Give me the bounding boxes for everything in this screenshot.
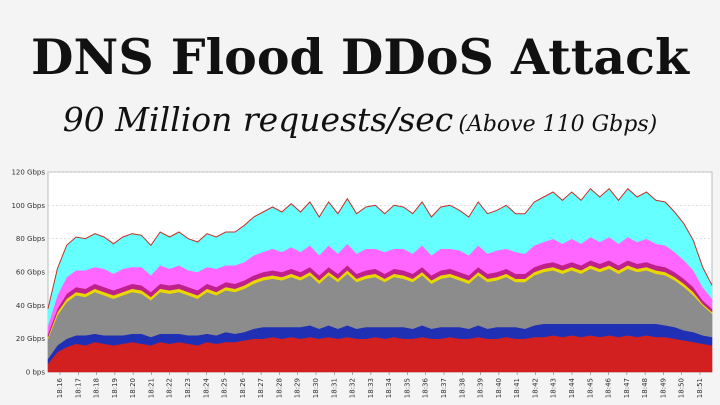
- subtitle-main: 90 Million requests/sec: [62, 100, 454, 139]
- x-tick-label: 18:31: [330, 378, 338, 398]
- subtitle: 90 Million requests/sec (Above 110 Gbps): [0, 100, 720, 139]
- y-axis-ticks: 0 bps 20 Gbps 40 Gbps 60 Gbps 80 Gbps 100 Gbp…: [11, 169, 45, 377]
- x-tick-label: 18:41: [513, 378, 521, 398]
- x-axis-ticks: 18:16 18:17 18:18 18:19 18:20 18:21 18:22 18:23…: [56, 372, 704, 398]
- x-tick-label: 18:45: [586, 378, 594, 398]
- x-tick-label: 18:25: [221, 378, 229, 398]
- x-tick-label: 18:22: [166, 378, 174, 398]
- y-tick-label: 40 Gbps: [16, 302, 45, 310]
- x-tick-label: 18:40: [495, 378, 503, 398]
- y-tick-label: 60 Gbps: [16, 269, 45, 277]
- page-title: DNS Flood DDoS Attack: [31, 28, 689, 86]
- x-tick-label: 18:17: [74, 378, 82, 398]
- x-tick-label: 18:36: [422, 377, 430, 398]
- traffic-chart: 0 bps 20 Gbps 40 Gbps 60 Gbps 80 Gbps 100 Gbp…: [11, 169, 713, 398]
- x-tick-label: 18:38: [458, 378, 466, 398]
- x-tick-label: 18:50: [678, 378, 686, 398]
- x-tick-label: 18:47: [623, 378, 631, 398]
- x-tick-label: 18:21: [147, 378, 155, 398]
- x-tick-label: 18:35: [403, 378, 411, 398]
- x-tick-label: 18:26: [239, 377, 247, 398]
- y-tick-label: 0 bps: [26, 369, 46, 377]
- x-tick-label: 18:49: [659, 378, 667, 398]
- x-tick-label: 18:34: [385, 377, 393, 398]
- y-tick-label: 20 Gbps: [16, 335, 45, 343]
- x-tick-label: 18:44: [568, 377, 576, 398]
- y-tick-label: 120 Gbps: [11, 169, 45, 177]
- x-tick-label: 18:16: [56, 377, 64, 398]
- x-tick-label: 18:33: [367, 378, 375, 398]
- x-tick-label: 18:39: [477, 378, 485, 398]
- x-tick-label: 18:51: [696, 378, 704, 398]
- x-tick-label: 18:29: [294, 378, 302, 398]
- x-tick-label: 18:20: [129, 378, 137, 398]
- x-tick-label: 18:19: [111, 378, 119, 398]
- x-tick-label: 18:43: [550, 378, 558, 398]
- y-tick-label: 80 Gbps: [16, 235, 45, 243]
- x-tick-label: 18:23: [184, 378, 192, 398]
- subtitle-note: (Above 110 Gbps): [458, 112, 658, 137]
- x-tick-label: 18:28: [275, 378, 283, 398]
- x-tick-label: 18:24: [202, 377, 210, 398]
- x-tick-label: 18:30: [312, 378, 320, 398]
- x-tick-label: 18:48: [641, 378, 649, 398]
- series-areas: [47, 187, 713, 373]
- x-tick-label: 18:46: [605, 377, 613, 398]
- x-tick-label: 18:37: [440, 378, 448, 398]
- y-tick-label: 100 Gbps: [11, 202, 45, 210]
- x-tick-label: 18:42: [531, 378, 539, 398]
- total-outline: [47, 187, 713, 309]
- x-tick-label: 18:27: [257, 378, 265, 398]
- x-tick-label: 18:18: [93, 378, 101, 398]
- x-tick-label: 18:32: [349, 378, 357, 398]
